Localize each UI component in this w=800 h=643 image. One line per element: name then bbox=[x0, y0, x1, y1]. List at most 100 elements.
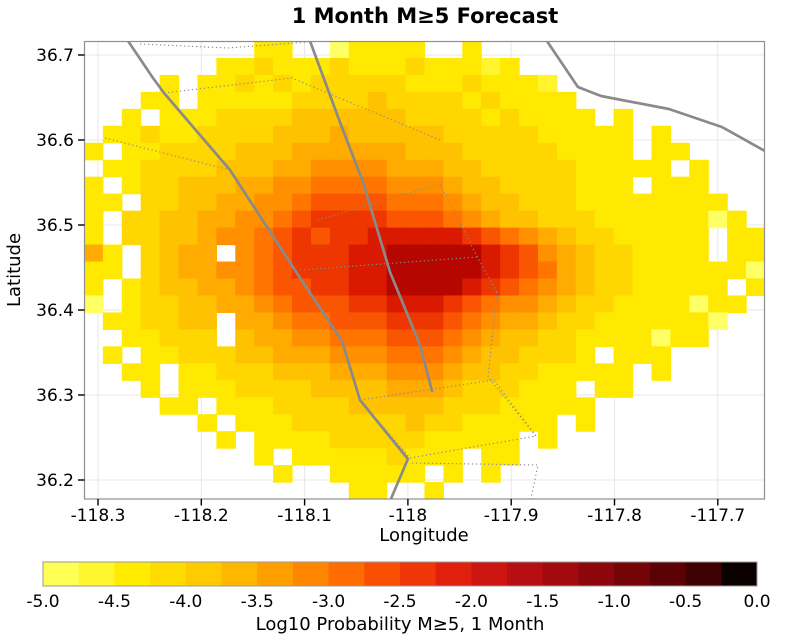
probability-cell bbox=[140, 176, 161, 195]
probability-cell bbox=[216, 74, 236, 93]
probability-cell bbox=[197, 108, 217, 127]
probability-cell bbox=[367, 431, 388, 449]
y-axis: 36.7 36.6 36.5 36.4 36.3 36.2 bbox=[36, 46, 85, 491]
probability-cell bbox=[216, 261, 236, 280]
probability-cell bbox=[519, 346, 539, 364]
probability-cell bbox=[443, 380, 463, 398]
probability-cell bbox=[386, 363, 407, 381]
probability-cell bbox=[367, 312, 388, 330]
colorbar-title: Log10 Probability M≥5, 1 Month bbox=[256, 614, 545, 635]
probability-cell bbox=[292, 91, 312, 110]
probability-cell bbox=[462, 346, 482, 364]
probability-cell bbox=[481, 380, 501, 398]
probability-cell bbox=[292, 380, 312, 398]
probability-cell bbox=[367, 482, 388, 499]
probability-cell bbox=[556, 125, 577, 144]
probability-cell bbox=[292, 193, 312, 212]
probability-cell bbox=[405, 414, 426, 432]
probability-cell bbox=[424, 312, 444, 330]
probability-cell bbox=[537, 125, 558, 144]
probability-cell bbox=[689, 176, 709, 195]
probability-cell bbox=[462, 397, 482, 415]
probability-cell bbox=[746, 278, 765, 297]
probability-cell bbox=[235, 244, 255, 263]
probability-cell bbox=[405, 295, 426, 314]
probability-cell bbox=[329, 380, 350, 398]
probability-cell bbox=[613, 244, 634, 263]
probability-cell bbox=[178, 176, 199, 195]
probability-cell bbox=[292, 278, 312, 297]
probability-cell bbox=[537, 431, 558, 449]
probability-cell bbox=[84, 142, 104, 161]
probability-cell bbox=[424, 57, 444, 76]
probability-cell bbox=[254, 159, 274, 178]
probability-cell bbox=[613, 193, 634, 212]
probability-cell bbox=[197, 227, 217, 246]
probability-cell bbox=[689, 261, 709, 280]
probability-cell bbox=[537, 176, 558, 195]
probability-cell bbox=[235, 159, 255, 178]
probability-cell bbox=[310, 142, 331, 161]
probability-cell bbox=[651, 125, 671, 144]
probability-cell bbox=[556, 193, 577, 212]
probability-cell bbox=[500, 329, 520, 347]
probability-cell bbox=[140, 125, 161, 144]
probability-cell bbox=[443, 363, 463, 381]
colorbar-segment bbox=[150, 562, 187, 586]
probability-cell bbox=[348, 397, 369, 415]
probability-cell bbox=[348, 482, 369, 499]
probability-cell bbox=[443, 108, 463, 127]
probability-cell bbox=[632, 329, 653, 347]
probability-cell bbox=[348, 448, 369, 466]
probability-cell bbox=[329, 261, 350, 280]
probability-cell bbox=[310, 363, 331, 381]
probability-cell bbox=[348, 414, 369, 432]
probability-cell bbox=[594, 244, 615, 263]
probability-cell bbox=[310, 414, 331, 432]
probability-cell bbox=[481, 91, 501, 110]
probability-cell bbox=[367, 91, 388, 110]
probability-cell bbox=[386, 193, 407, 212]
probability-cell bbox=[462, 363, 482, 381]
probability-cell bbox=[405, 448, 426, 466]
probability-cell bbox=[235, 380, 255, 398]
probability-cell bbox=[386, 244, 407, 263]
probability-cell bbox=[159, 295, 180, 314]
probability-cell bbox=[254, 448, 274, 466]
probability-cell bbox=[500, 261, 520, 280]
probability-cell bbox=[519, 108, 539, 127]
probability-cell bbox=[159, 278, 180, 297]
probability-cell bbox=[519, 142, 539, 161]
probability-cell bbox=[329, 176, 350, 195]
probability-cell bbox=[746, 244, 765, 263]
probability-cell bbox=[273, 193, 293, 212]
probability-cell bbox=[386, 465, 407, 483]
probability-cell bbox=[405, 431, 426, 449]
probability-cell bbox=[424, 261, 444, 280]
probability-cell bbox=[273, 278, 293, 297]
probability-cell bbox=[386, 397, 407, 415]
probability-cell bbox=[367, 397, 388, 415]
probability-cell bbox=[292, 210, 312, 229]
probability-cell bbox=[197, 363, 217, 381]
probability-cell bbox=[254, 261, 274, 280]
probability-cell bbox=[197, 346, 217, 364]
probability-cell bbox=[216, 431, 236, 449]
probability-cell bbox=[727, 244, 747, 263]
probability-cell bbox=[556, 295, 577, 314]
probability-cell bbox=[254, 91, 274, 110]
probability-cell bbox=[575, 176, 596, 195]
colorbar-border bbox=[42, 561, 758, 587]
y-axis-title: Latitude bbox=[4, 233, 25, 307]
probability-cell bbox=[235, 397, 255, 415]
probability-cell bbox=[481, 108, 501, 127]
probability-cell bbox=[537, 397, 558, 415]
probability-cell bbox=[292, 57, 312, 76]
probability-cell bbox=[235, 210, 255, 229]
probability-cell bbox=[235, 125, 255, 144]
probability-cell bbox=[273, 41, 293, 59]
probability-cell bbox=[651, 210, 671, 229]
x-tick-label: -118.1 bbox=[277, 506, 332, 526]
probability-cell bbox=[500, 176, 520, 195]
probability-cell bbox=[310, 176, 331, 195]
